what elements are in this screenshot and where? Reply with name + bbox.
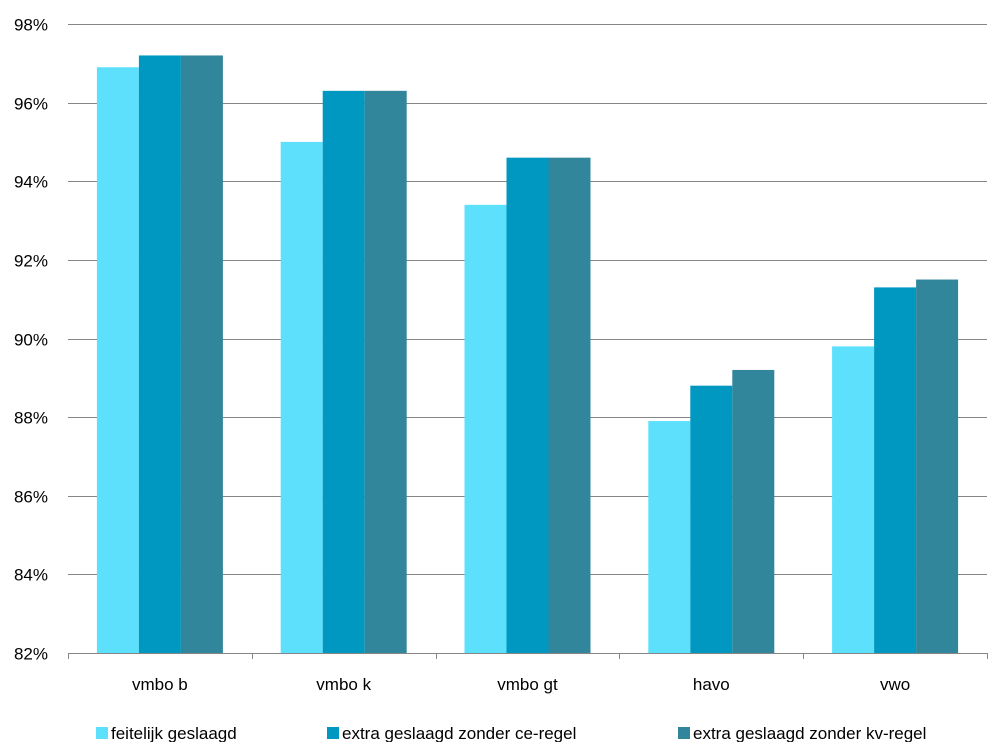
legend-label: feitelijk geslaagd: [111, 724, 237, 742]
x-tick-label: vmbo b: [132, 675, 188, 694]
bar: [732, 369, 775, 653]
bar: [364, 90, 407, 654]
y-tick-label: 94%: [14, 173, 48, 192]
bar: [548, 157, 591, 653]
bar: [180, 55, 223, 653]
bar: [96, 67, 139, 653]
y-tick-label: 92%: [14, 252, 48, 271]
x-tick-label: vwo: [880, 675, 910, 694]
bar: [690, 385, 733, 653]
bar: [506, 157, 549, 653]
x-tick-label: vmbo gt: [497, 675, 558, 694]
y-tick-label: 88%: [14, 409, 48, 428]
y-tick-label: 84%: [14, 566, 48, 585]
x-tick-label: havo: [693, 675, 730, 694]
legend-swatch: [678, 727, 690, 739]
legend: feitelijk geslaagd extra geslaagd zonder …: [96, 724, 926, 743]
legend-label: extra geslaagd zonder kv-regel: [693, 724, 926, 742]
y-tick-label: 96%: [14, 95, 48, 114]
y-axis-tick-labels: 82% 84% 86% 88% 90% 92% 94% 96% 98%: [14, 16, 48, 664]
y-tick-label: 98%: [14, 16, 48, 35]
legend-label: extra geslaagd zonder ce-regel: [342, 724, 576, 742]
y-tick-label: 86%: [14, 488, 48, 507]
bar: [138, 55, 181, 653]
bar: [874, 287, 917, 653]
legend-swatch: [327, 727, 339, 739]
legend-swatch: [96, 727, 108, 739]
x-axis-tick-labels: vmbo b vmbo k vmbo gt havo vwo: [132, 675, 910, 694]
bar: [280, 141, 323, 653]
bar: [916, 279, 959, 653]
y-tick-label: 82%: [14, 645, 48, 664]
y-tick-label: 90%: [14, 331, 48, 350]
bar: [832, 346, 875, 653]
x-axis: [68, 653, 988, 659]
x-tick-label: vmbo k: [316, 675, 371, 694]
bar: [322, 90, 365, 654]
bars: [96, 55, 959, 654]
bar: [648, 421, 691, 653]
bar: [464, 204, 507, 653]
